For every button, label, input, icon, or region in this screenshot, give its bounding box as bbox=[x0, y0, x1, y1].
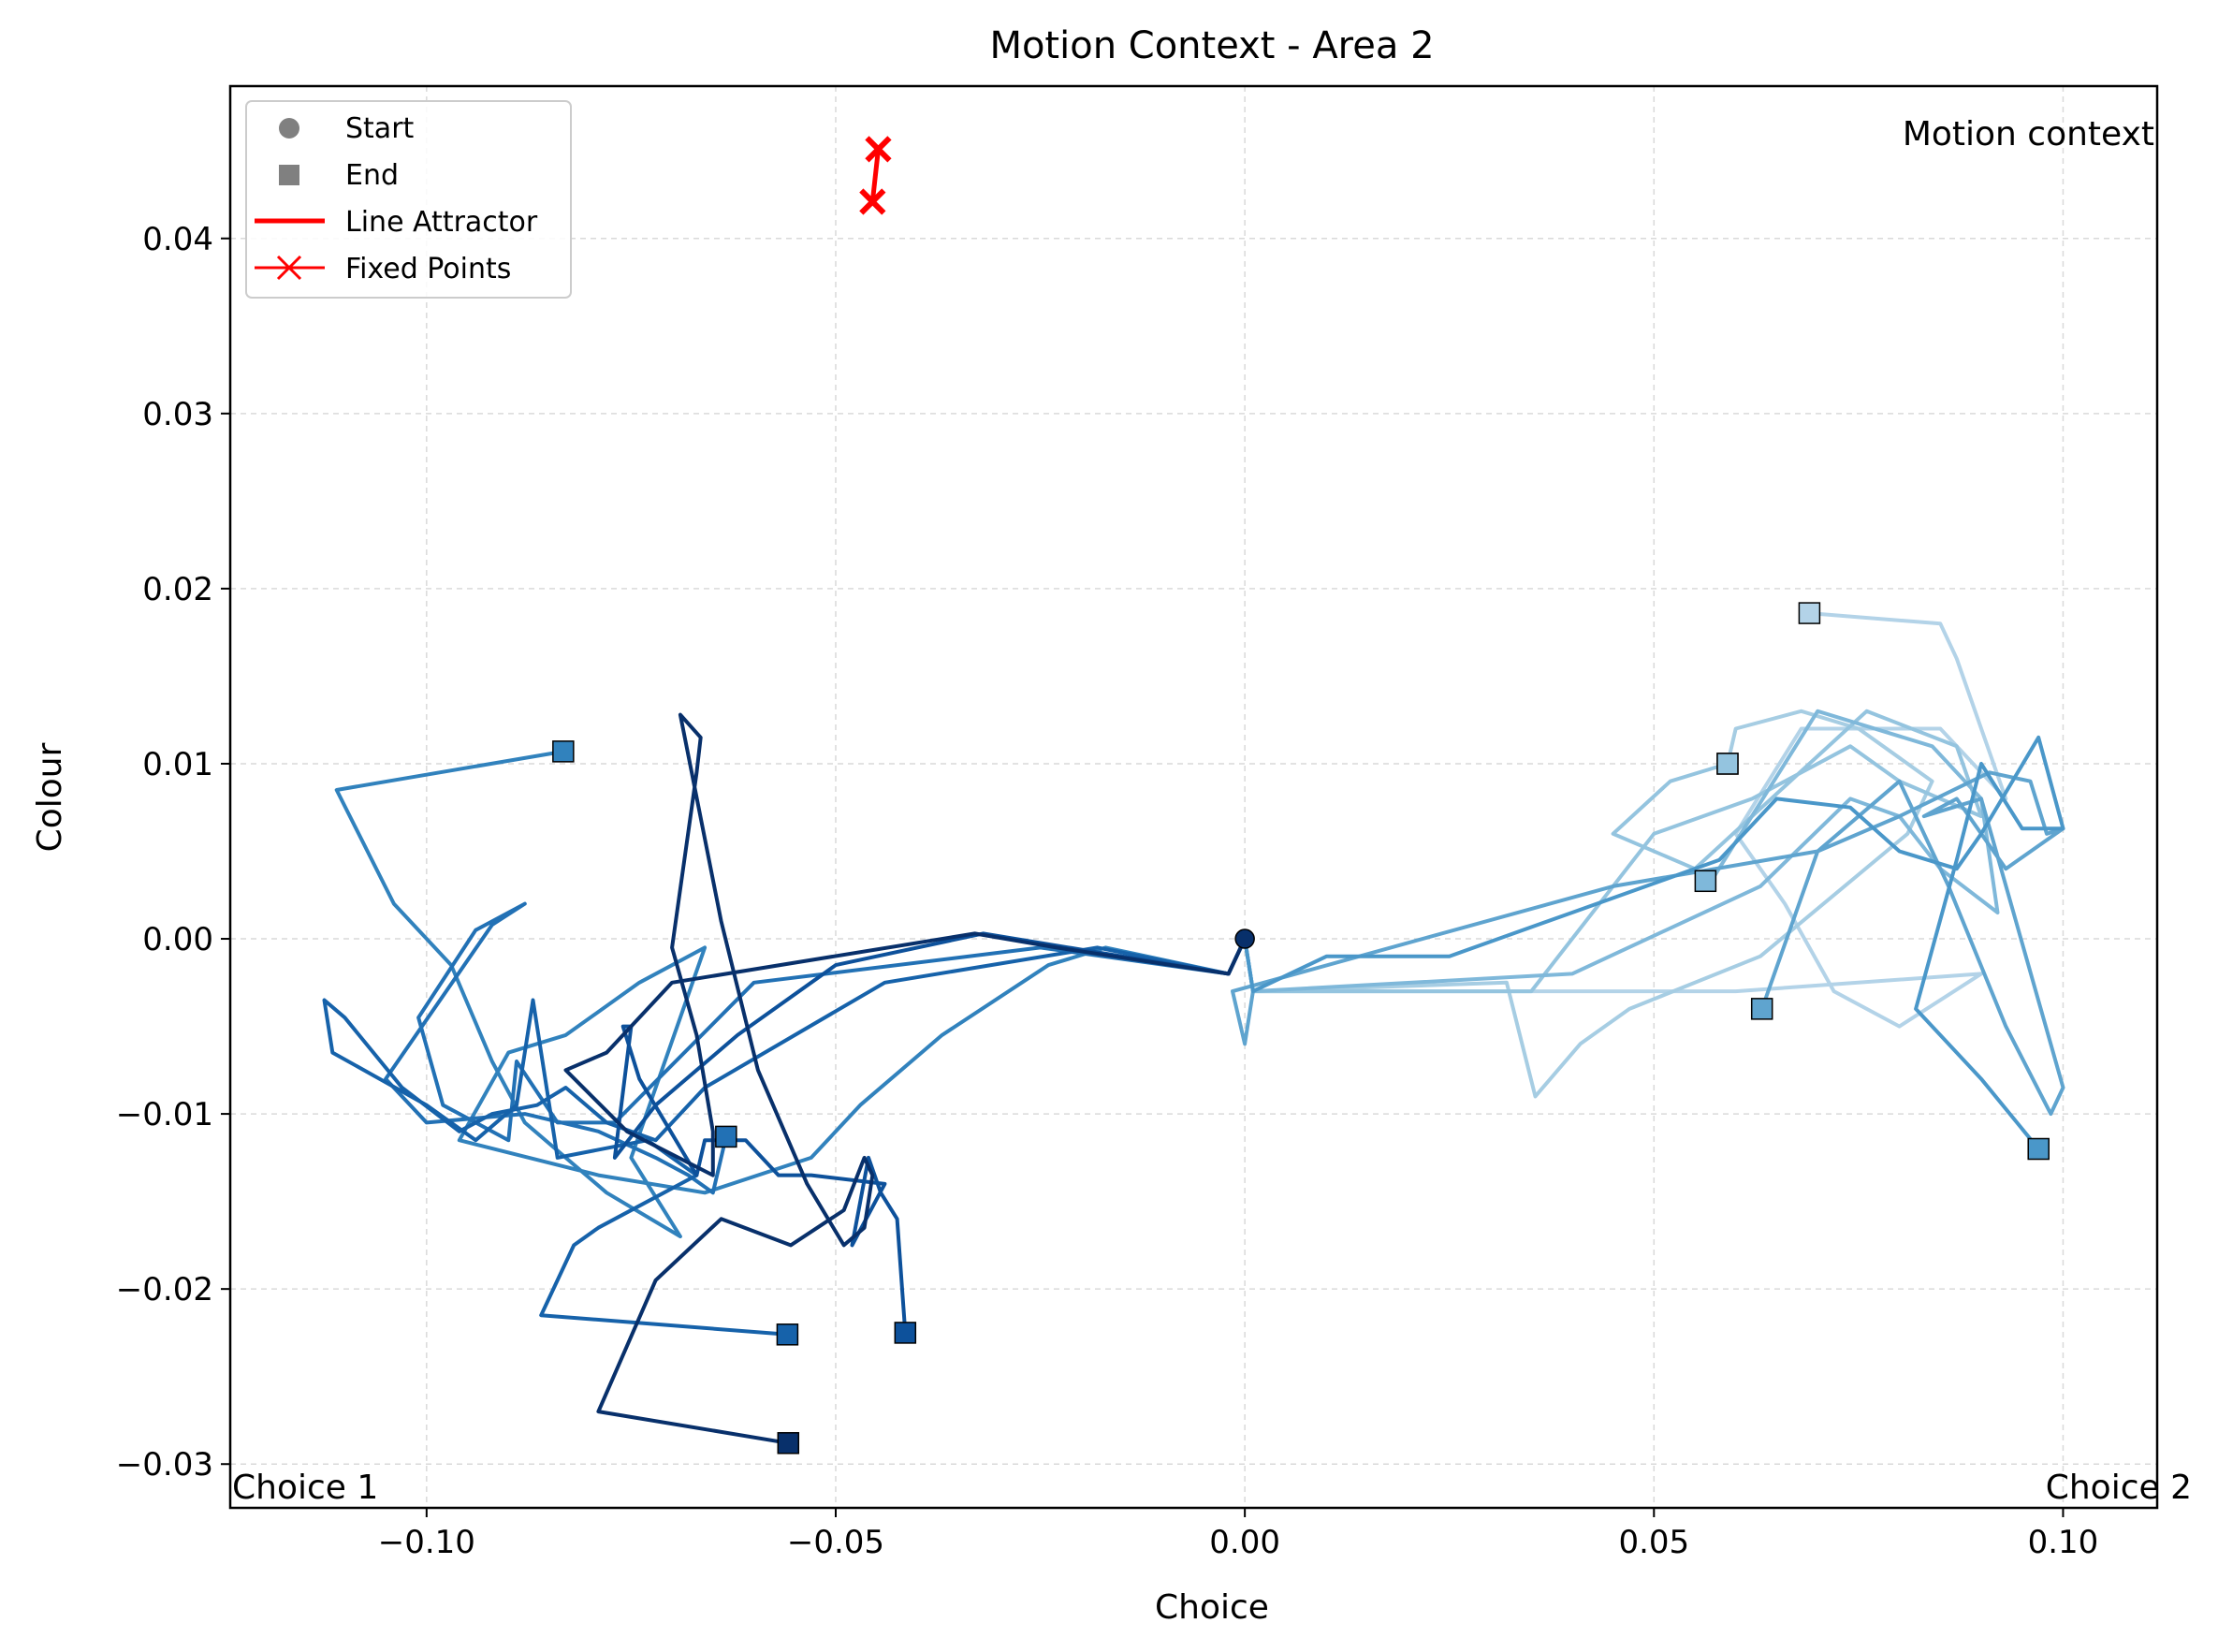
start-marker bbox=[1234, 928, 1255, 949]
y-tick-label: 0.03 bbox=[142, 396, 213, 433]
end-marker bbox=[552, 740, 575, 763]
line-attractor bbox=[859, 136, 892, 215]
axis-ticks: −0.10 −0.05 0.00 0.05 0.10 −0.03 −0.02 −0.01 0.0… bbox=[116, 221, 2099, 1561]
trajectory-line bbox=[1243, 709, 1934, 1099]
chart-title: Motion Context - Area 2 bbox=[989, 24, 1434, 67]
end-marker bbox=[1716, 753, 1739, 775]
trajectory-line bbox=[563, 712, 1248, 1445]
context-annotation: Motion context bbox=[1903, 115, 2154, 154]
legend-end-marker bbox=[279, 165, 299, 185]
y-tick-label: 0.01 bbox=[142, 746, 213, 783]
choice-1-annotation: Choice 1 bbox=[232, 1469, 378, 1507]
trajectory-markers bbox=[552, 602, 2050, 1455]
y-tick-label: −0.03 bbox=[116, 1446, 213, 1484]
choice-2-annotation: Choice 2 bbox=[2046, 1469, 2192, 1507]
end-marker bbox=[894, 1322, 917, 1344]
trajectory-line bbox=[1231, 770, 2065, 1117]
y-tick-label: 0.04 bbox=[142, 221, 213, 258]
legend-end-label: End bbox=[345, 159, 399, 192]
end-marker bbox=[1750, 998, 1773, 1020]
trajectory-line bbox=[334, 749, 1248, 1238]
plot-frame bbox=[228, 84, 2159, 1510]
legend: Start End Line Attractor Fixed Points bbox=[245, 100, 572, 299]
trajectories bbox=[322, 611, 2065, 1445]
legend-start-marker bbox=[279, 118, 299, 139]
x-tick-label: 0.10 bbox=[2028, 1524, 2099, 1561]
legend-start-label: Start bbox=[345, 112, 415, 145]
x-axis-label: Choice bbox=[1155, 1588, 1269, 1627]
legend-box bbox=[245, 100, 572, 299]
fixed-point-x-icon bbox=[865, 136, 892, 163]
y-tick-label: 0.02 bbox=[142, 571, 213, 608]
x-tick-label: −0.10 bbox=[378, 1524, 475, 1561]
y-axis-label: Colour bbox=[31, 742, 69, 852]
end-marker bbox=[776, 1323, 799, 1346]
legend-fixed-points-label: Fixed Points bbox=[345, 253, 511, 285]
end-marker bbox=[1798, 602, 1821, 624]
end-marker bbox=[715, 1125, 737, 1148]
x-tick-label: −0.05 bbox=[787, 1524, 884, 1561]
trajectory-line bbox=[1243, 611, 2008, 1029]
legend-fixed-points-x-icon bbox=[276, 255, 302, 281]
y-tick-label: 0.00 bbox=[142, 921, 213, 958]
y-tick-label: −0.01 bbox=[116, 1096, 213, 1133]
x-tick-label: 0.00 bbox=[1209, 1524, 1280, 1561]
trajectory-line bbox=[322, 937, 1248, 1337]
trajectory-line bbox=[612, 931, 1248, 1335]
trajectory-line bbox=[1243, 735, 2065, 1151]
trajectory-line bbox=[1243, 709, 1983, 994]
legend-line-attractor-label: Line Attractor bbox=[345, 206, 538, 239]
y-tick-label: −0.02 bbox=[116, 1271, 213, 1308]
end-marker bbox=[2027, 1137, 2050, 1161]
fixed-point-x-icon bbox=[859, 188, 886, 215]
line-attractor-path bbox=[869, 149, 881, 202]
x-tick-label: 0.05 bbox=[1618, 1524, 1689, 1561]
end-marker bbox=[1694, 870, 1717, 893]
end-marker bbox=[777, 1432, 800, 1455]
